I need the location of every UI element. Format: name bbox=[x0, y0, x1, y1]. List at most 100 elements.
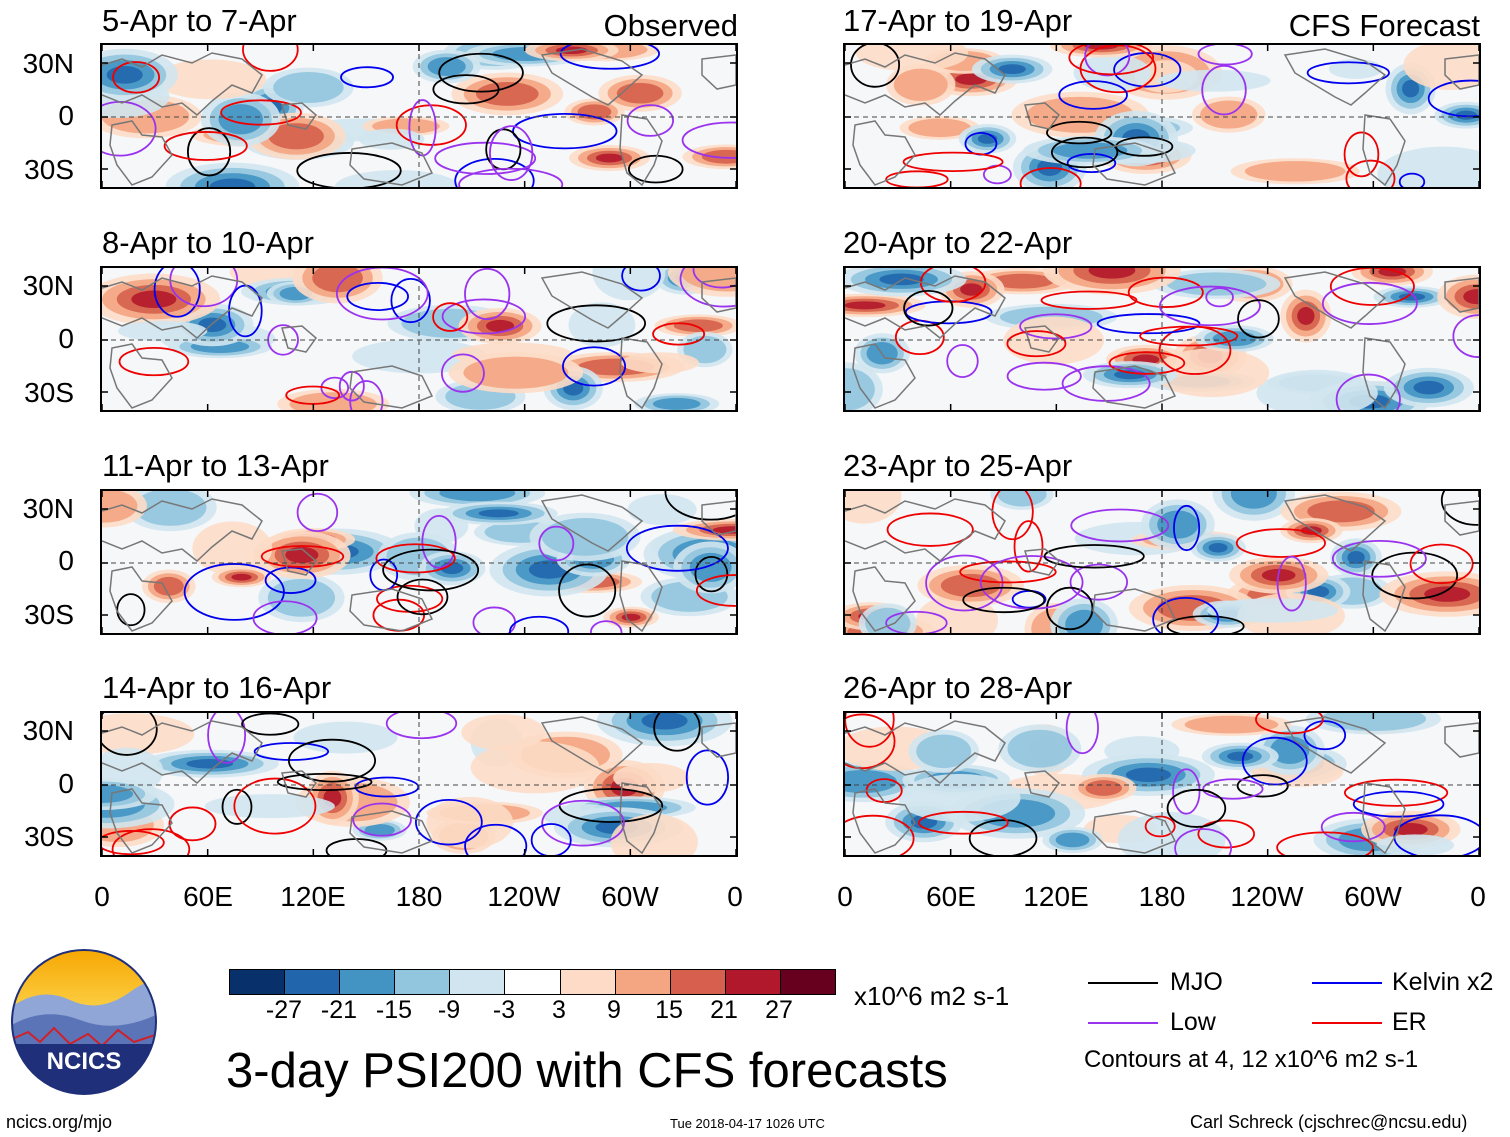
wave-contour bbox=[1452, 314, 1479, 358]
positive-anomaly bbox=[1184, 715, 1279, 734]
panel-title: 20-Apr to 22-Apr bbox=[843, 225, 1073, 260]
wave-contour bbox=[1084, 45, 1131, 77]
author-credit: Carl Schreck (cjschrec@ncsu.edu) bbox=[1190, 1112, 1468, 1132]
negative-anomaly bbox=[1073, 54, 1152, 92]
positive-anomaly bbox=[312, 268, 363, 293]
wave-contour bbox=[546, 304, 647, 343]
wave-contour bbox=[664, 491, 736, 521]
positive-anomaly bbox=[285, 546, 319, 564]
positive-anomaly bbox=[1378, 268, 1407, 277]
positive-anomaly bbox=[1463, 289, 1479, 305]
colorbar-labels: -27 -21 -15 -9 -3 3 9 15 21 27 bbox=[229, 996, 834, 1026]
coastline bbox=[349, 365, 434, 409]
wave-contour bbox=[1352, 790, 1445, 818]
wave-contour bbox=[385, 713, 458, 740]
wave-contour bbox=[118, 346, 190, 377]
positive-anomaly bbox=[940, 573, 1001, 598]
positive-anomaly bbox=[673, 319, 723, 333]
coastline bbox=[1024, 102, 1061, 130]
coastline bbox=[852, 566, 916, 632]
wave-contour bbox=[1343, 778, 1449, 807]
wave-contour bbox=[1127, 276, 1204, 308]
wave-contour bbox=[1303, 720, 1347, 751]
lon-label: 120W bbox=[1230, 881, 1304, 912]
wave-contour bbox=[1070, 508, 1170, 543]
coastline bbox=[701, 54, 736, 90]
colorbar-tick-label: -15 bbox=[375, 996, 413, 1024]
wave-contour bbox=[464, 823, 528, 855]
wave-contour bbox=[621, 268, 661, 292]
wave-contour bbox=[1331, 539, 1427, 578]
wave-contour bbox=[538, 525, 575, 562]
lat-label-30n: 30N bbox=[22, 270, 74, 301]
coastline bbox=[1024, 548, 1061, 576]
positive-anomaly bbox=[1307, 500, 1375, 523]
wave-contour bbox=[102, 713, 158, 756]
negative-anomaly bbox=[541, 518, 629, 556]
coastline bbox=[1362, 560, 1406, 633]
wave-contour bbox=[1066, 153, 1117, 174]
coastline bbox=[701, 277, 736, 313]
forecast-label: CFS Forecast bbox=[1288, 8, 1480, 43]
psi200-field bbox=[845, 45, 1479, 187]
wave-contour bbox=[296, 152, 402, 187]
lon-label: 120E bbox=[280, 881, 346, 912]
wave-contour bbox=[1235, 528, 1326, 558]
wave-contour bbox=[1197, 819, 1255, 849]
coastline bbox=[1092, 588, 1177, 632]
coastline bbox=[109, 566, 173, 632]
map-panel-forecast-3 bbox=[843, 489, 1481, 635]
coastline bbox=[1024, 770, 1061, 798]
positive-anomaly bbox=[616, 82, 664, 104]
negative-anomaly bbox=[209, 178, 256, 187]
wave-contour bbox=[221, 788, 253, 825]
coastline bbox=[281, 102, 318, 130]
figure-title: 3-day PSI200 with CFS forecasts bbox=[226, 1044, 948, 1098]
wave-contour bbox=[685, 749, 729, 806]
wave-contour bbox=[233, 777, 317, 835]
positive-anomaly bbox=[231, 573, 252, 581]
wave-contour bbox=[625, 524, 729, 572]
positive-anomaly bbox=[908, 118, 971, 138]
lon-label: 0 bbox=[1470, 881, 1486, 912]
wave-contour bbox=[352, 802, 412, 837]
wave-contour bbox=[902, 151, 1004, 173]
wave-contour bbox=[1069, 563, 1128, 601]
coastline bbox=[540, 48, 644, 106]
legend-low-label: Low bbox=[1170, 1008, 1216, 1036]
wave-contour bbox=[1371, 551, 1459, 600]
negative-anomaly bbox=[1320, 713, 1427, 732]
coastline bbox=[540, 494, 644, 552]
coastline bbox=[619, 560, 663, 633]
wave-contour bbox=[1166, 615, 1245, 633]
negative-anomaly bbox=[1207, 598, 1339, 623]
wave-contour bbox=[1144, 815, 1176, 838]
coastline bbox=[109, 120, 173, 186]
coastline bbox=[109, 788, 173, 854]
wave-contour bbox=[1236, 774, 1289, 798]
colorbar-tick-label: 3 bbox=[552, 996, 566, 1024]
positive-anomaly bbox=[1403, 45, 1479, 90]
colorbar-swatch bbox=[285, 970, 341, 994]
legend-kelvin-label: Kelvin x2 bbox=[1392, 968, 1494, 996]
wave-contour bbox=[885, 170, 949, 187]
negative-anomaly bbox=[1307, 585, 1330, 598]
legend-er-label: ER bbox=[1392, 1008, 1427, 1036]
positive-anomaly bbox=[1424, 586, 1471, 602]
colorbar-swatch bbox=[670, 970, 726, 994]
coastline bbox=[619, 337, 663, 410]
wave-contour bbox=[220, 99, 302, 126]
lon-label: 0 bbox=[94, 881, 110, 912]
colorbar-swatch bbox=[725, 970, 781, 994]
wave-contour bbox=[962, 586, 1046, 614]
panel-title: 8-Apr to 10-Apr bbox=[102, 225, 314, 260]
website-link[interactable]: ncics.org/mjo bbox=[6, 1112, 113, 1132]
wave-contour bbox=[1345, 159, 1396, 187]
colorbar-tick-label: 27 bbox=[765, 996, 793, 1024]
wave-contour bbox=[1013, 520, 1044, 573]
coastline bbox=[845, 498, 1006, 562]
negative-anomaly bbox=[916, 734, 972, 769]
negative-anomaly bbox=[1208, 543, 1228, 553]
wave-contour bbox=[375, 543, 456, 574]
wave-contour bbox=[1108, 351, 1186, 375]
